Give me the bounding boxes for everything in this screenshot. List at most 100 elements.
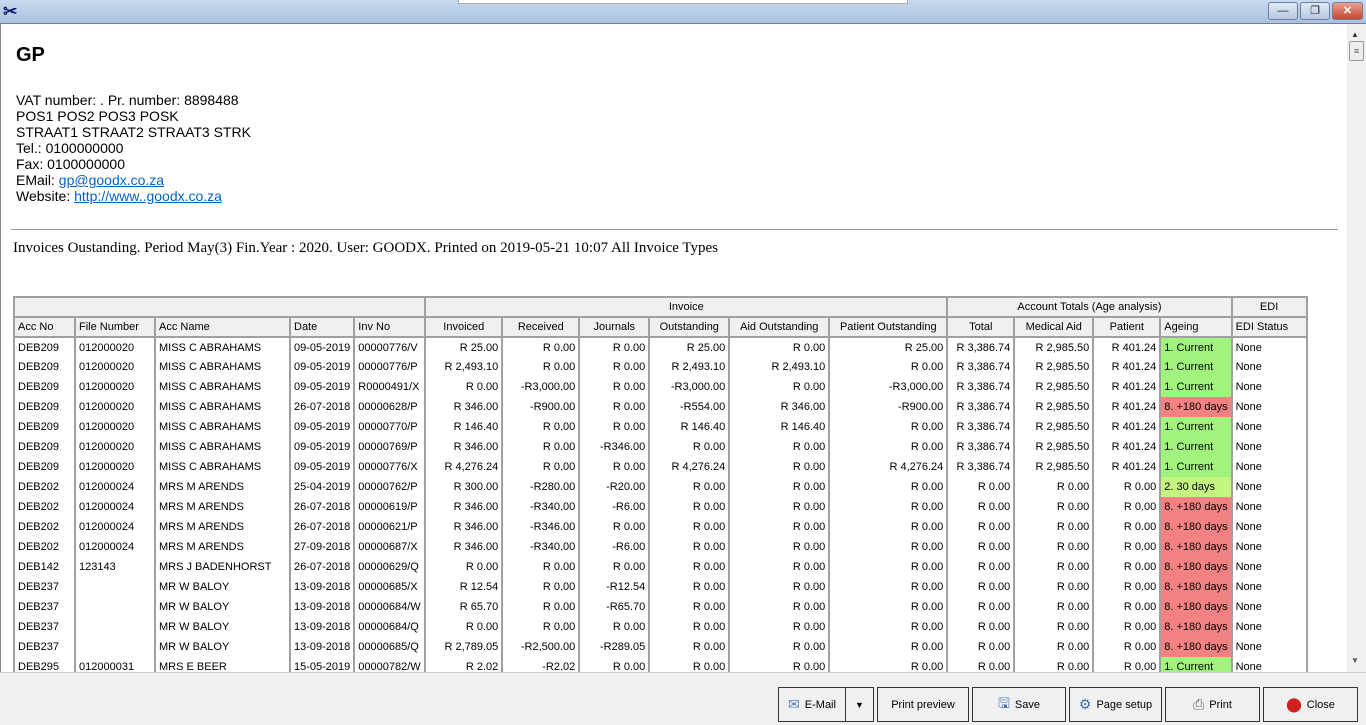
column-header[interactable]: Patient Outstanding bbox=[828, 316, 949, 338]
table-cell: -R6.00 bbox=[578, 497, 651, 517]
table-cell: -R20.00 bbox=[578, 477, 651, 497]
email-dropdown-button[interactable]: ▼ bbox=[845, 687, 874, 722]
table-cell: R 0.00 bbox=[828, 557, 949, 577]
table-cell: R 0.00 bbox=[728, 637, 831, 657]
table-cell: R 0.00 bbox=[946, 657, 1016, 672]
practice-details: VAT number: . Pr. number: 8898488 POS1 P… bbox=[16, 92, 251, 204]
email-button[interactable]: ✉ E-Mail bbox=[778, 687, 845, 722]
table-cell: R 0.00 bbox=[501, 557, 581, 577]
column-header[interactable]: Medical Aid bbox=[1013, 316, 1095, 338]
table-cell: R 0.00 bbox=[648, 637, 731, 657]
table-cell: 09-05-2019 bbox=[288, 337, 356, 357]
table-cell: R 25.00 bbox=[648, 337, 731, 357]
column-header[interactable]: Invoiced bbox=[424, 316, 504, 338]
table-row[interactable]: DEB142 123143 MRS J BADENHORST 26-07-2018 00… bbox=[13, 557, 1308, 577]
print-preview-button[interactable]: Print preview bbox=[877, 687, 969, 722]
table-cell: MRS M ARENDS bbox=[154, 537, 291, 557]
scroll-up-arrow-icon[interactable]: ▲ bbox=[1351, 30, 1359, 39]
close-button[interactable]: ⬤ Close bbox=[1263, 687, 1358, 722]
column-header[interactable]: Total bbox=[946, 316, 1016, 338]
table-cell: 00000629/Q bbox=[353, 557, 427, 577]
print-button[interactable]: ⎙ Print bbox=[1165, 687, 1260, 722]
page-setup-button[interactable]: ⚙ Page setup bbox=[1069, 687, 1162, 722]
table-row[interactable]: DEB202 012000024 MRS M ARENDS 26-07-2018 000… bbox=[13, 497, 1308, 517]
column-header[interactable]: Outstanding bbox=[648, 316, 731, 338]
vertical-scrollbar[interactable]: ▲ ≡ ▼ bbox=[1347, 24, 1366, 672]
table-cell: 012000020 bbox=[74, 457, 156, 477]
column-header[interactable]: Received bbox=[501, 316, 581, 338]
table-cell: MISS C ABRAHAMS bbox=[154, 337, 291, 357]
table-row[interactable]: DEB295 012000031 MRS E BEER 15-05-2019 00000… bbox=[13, 657, 1308, 672]
table-row[interactable]: DEB209 012000020 MISS C ABRAHAMS 09-05-2019… bbox=[13, 457, 1308, 477]
close-circle-icon: ⬤ bbox=[1286, 696, 1302, 712]
table-cell: None bbox=[1230, 517, 1308, 537]
table-row[interactable]: DEB209 012000020 MISS C ABRAHAMS 09-05-2019… bbox=[13, 437, 1308, 457]
table-row[interactable]: DEB237 MR W BALOY 13-09-2018 00000685/Q R 2,… bbox=[13, 637, 1308, 657]
ageing-cell: 1. Current bbox=[1159, 437, 1233, 457]
vat-line: VAT number: . Pr. number: 8898488 bbox=[16, 92, 239, 108]
table-cell: -R3,000.00 bbox=[648, 377, 731, 397]
window-close-button[interactable]: ✕ bbox=[1332, 2, 1363, 20]
column-header[interactable]: Journals bbox=[578, 316, 651, 338]
table-cell: 00000776/P bbox=[353, 357, 427, 377]
restore-button[interactable]: ❐ bbox=[1300, 2, 1330, 20]
table-cell: R 0.00 bbox=[578, 357, 651, 377]
table-row[interactable]: DEB209 012000020 MISS C ABRAHAMS 09-05-2019… bbox=[13, 337, 1308, 357]
save-button[interactable]: 🖫 Save bbox=[972, 687, 1066, 722]
table-row[interactable]: DEB202 012000024 MRS M ARENDS 26-07-2018 000… bbox=[13, 517, 1308, 537]
scroll-down-arrow-icon[interactable]: ▼ bbox=[1351, 656, 1359, 665]
table-cell: R 65.70 bbox=[424, 597, 504, 617]
table-cell: DEB295 bbox=[13, 657, 76, 672]
table-cell: R 3,386.74 bbox=[946, 457, 1016, 477]
table-cell: R 0.00 bbox=[424, 557, 504, 577]
table-row[interactable]: DEB209 012000020 MISS C ABRAHAMS 09-05-2019… bbox=[13, 357, 1308, 377]
column-header[interactable]: Date bbox=[288, 316, 356, 338]
column-header[interactable]: Acc Name bbox=[154, 316, 291, 338]
table-cell: R 3,386.74 bbox=[946, 397, 1016, 417]
table-row[interactable]: DEB237 MR W BALOY 13-09-2018 00000684/W R 65… bbox=[13, 597, 1308, 617]
table-cell: 09-05-2019 bbox=[288, 457, 356, 477]
column-header[interactable]: Acc No bbox=[13, 316, 76, 338]
save-icon: 🖫 bbox=[997, 694, 1010, 711]
table-row[interactable]: DEB202 012000024 MRS M ARENDS 25-04-2019 000… bbox=[13, 477, 1308, 497]
table-cell: R 0.00 bbox=[828, 497, 949, 517]
table-cell: R 146.40 bbox=[728, 417, 831, 437]
table-row[interactable]: DEB209 012000020 MISS C ABRAHAMS 09-05-2019… bbox=[13, 417, 1308, 437]
table-cell: None bbox=[1230, 577, 1308, 597]
email-label: E-Mail bbox=[804, 698, 836, 711]
column-header[interactable]: Patient bbox=[1092, 316, 1162, 338]
minimize-button[interactable]: — bbox=[1268, 2, 1298, 20]
table-cell: -R900.00 bbox=[828, 397, 949, 417]
table-cell: 26-07-2018 bbox=[288, 397, 356, 417]
table-row[interactable]: DEB209 012000020 MISS C ABRAHAMS 09-05-2019… bbox=[13, 377, 1308, 397]
table-cell: R 2,789.05 bbox=[424, 637, 504, 657]
table-row[interactable]: DEB209 012000020 MISS C ABRAHAMS 26-07-2018… bbox=[13, 397, 1308, 417]
column-header[interactable]: Inv No bbox=[353, 316, 427, 338]
email-link[interactable]: gp@goodx.co.za bbox=[58, 172, 165, 188]
table-row[interactable]: DEB202 012000024 MRS M ARENDS 27-09-2018 000… bbox=[13, 537, 1308, 557]
table-cell: 012000024 bbox=[74, 517, 156, 537]
scrollbar-thumb[interactable]: ≡ bbox=[1349, 41, 1364, 61]
table-cell: R 3,386.74 bbox=[946, 377, 1016, 397]
table-cell: R 0.00 bbox=[946, 537, 1016, 557]
table-cell: R 2,985.50 bbox=[1013, 437, 1095, 457]
table-cell: R 0.00 bbox=[1092, 577, 1162, 597]
table-cell: R 0.00 bbox=[578, 517, 651, 537]
column-header[interactable]: EDI Status bbox=[1230, 316, 1308, 338]
table-row[interactable]: DEB237 MR W BALOY 13-09-2018 00000685/X R 12… bbox=[13, 577, 1308, 597]
table-cell: R 146.40 bbox=[648, 417, 731, 437]
table-cell: R 346.00 bbox=[424, 497, 504, 517]
table-row[interactable]: DEB237 MR W BALOY 13-09-2018 00000684/Q R 0.… bbox=[13, 617, 1308, 637]
column-header[interactable]: Ageing bbox=[1159, 316, 1233, 338]
column-header[interactable]: Aid Outstanding bbox=[728, 316, 831, 338]
table-cell: R 3,386.74 bbox=[946, 357, 1016, 377]
table-cell: 00000769/P bbox=[353, 437, 427, 457]
group-header-blank bbox=[12, 296, 427, 318]
website-link[interactable]: http://www..goodx.co.za bbox=[74, 188, 222, 204]
ageing-cell: 1. Current bbox=[1159, 357, 1233, 377]
column-header[interactable]: File Number bbox=[74, 316, 156, 338]
report-title: Invoices Oustanding. Period May(3) Fin.Y… bbox=[13, 240, 718, 256]
table-cell: R 0.00 bbox=[578, 377, 651, 397]
table-cell: -R65.70 bbox=[578, 597, 651, 617]
table-cell: R 0.00 bbox=[1092, 517, 1162, 537]
